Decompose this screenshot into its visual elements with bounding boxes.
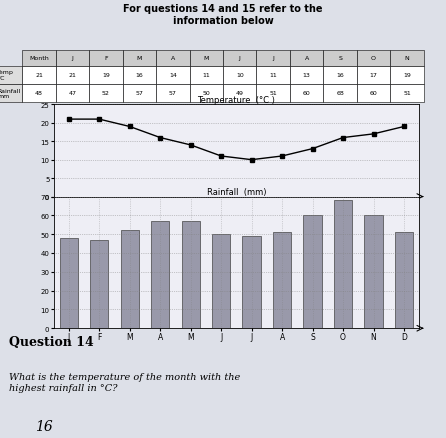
Bar	[364, 216, 383, 328]
Bar	[151, 222, 169, 328]
Text: For questions 14 and 15 refer to the
information below: For questions 14 and 15 refer to the inf…	[123, 4, 323, 26]
Title: Rainfall  (mm): Rainfall (mm)	[206, 187, 266, 196]
Bar	[243, 237, 261, 328]
Text: 16: 16	[35, 419, 52, 433]
Bar	[120, 231, 139, 328]
Bar	[182, 222, 200, 328]
Bar	[60, 238, 78, 328]
Text: What is the temperature of the month with the
highest rainfall in °C?: What is the temperature of the month wit…	[9, 372, 240, 392]
Bar	[334, 201, 352, 328]
Text: Question 14: Question 14	[9, 335, 94, 348]
Bar	[303, 216, 322, 328]
Bar	[395, 233, 413, 328]
Bar	[273, 233, 291, 328]
Bar	[90, 240, 108, 328]
Bar	[212, 235, 230, 328]
Title: Temperature  (°C ): Temperature (°C )	[198, 95, 275, 104]
